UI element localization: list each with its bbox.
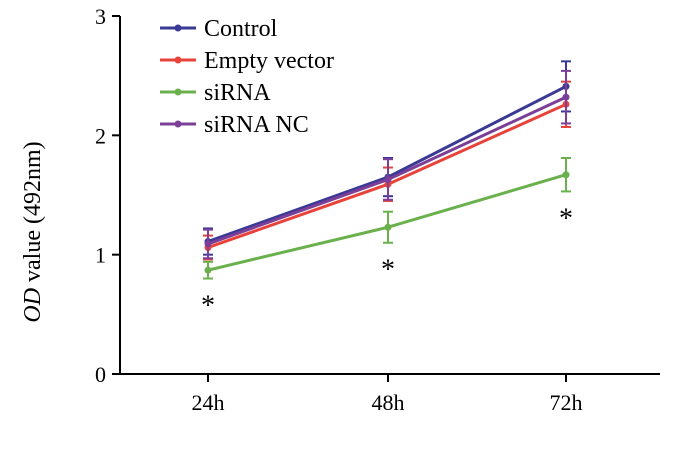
x-tick-label: 24h <box>192 390 225 415</box>
legend-label: Empty vector <box>204 48 334 74</box>
legend-item: Control <box>160 16 278 42</box>
legend-swatch-marker <box>174 24 182 32</box>
significance-star: * <box>201 291 215 322</box>
significance-star: * <box>559 203 573 234</box>
data-point <box>562 93 570 101</box>
significance-star: * <box>381 255 395 286</box>
y-axis-title: OD value (492nm) <box>20 141 46 322</box>
legend-swatch-marker <box>174 56 182 64</box>
data-point <box>204 266 212 274</box>
y-axis-title-rest: value (492nm) <box>20 141 46 288</box>
y-ticks: 0 1 2 3 <box>95 4 120 387</box>
y-tick-label: 1 <box>95 243 106 268</box>
legend: Control Empty vector siRNA siRNA NC <box>160 16 334 138</box>
legend-label: siRNA NC <box>204 112 309 138</box>
legend-swatch-marker <box>174 120 182 128</box>
legend-item: siRNA NC <box>160 112 309 138</box>
y-tick-label: 0 <box>95 362 106 387</box>
data-point <box>562 171 570 179</box>
axes <box>119 16 660 375</box>
series-sirna-nc <box>203 69 571 260</box>
series-group <box>203 60 571 280</box>
annotations: * * * <box>201 203 573 321</box>
legend-item: siRNA <box>160 80 271 106</box>
data-point <box>384 223 392 231</box>
legend-label: Control <box>204 16 278 42</box>
series-sirna <box>203 157 571 280</box>
legend-item: Empty vector <box>160 48 334 74</box>
data-point <box>384 175 392 183</box>
data-point <box>204 240 212 248</box>
y-tick-label: 2 <box>95 123 106 148</box>
x-tick-label: 72h <box>550 390 583 415</box>
x-tick-label: 48h <box>372 390 405 415</box>
legend-label: siRNA <box>204 80 271 106</box>
x-ticks: 24h 48h 72h <box>192 374 583 415</box>
y-tick-label: 3 <box>95 4 106 29</box>
y-axis-title-italic: OD <box>20 288 46 323</box>
legend-swatch-marker <box>174 88 182 96</box>
